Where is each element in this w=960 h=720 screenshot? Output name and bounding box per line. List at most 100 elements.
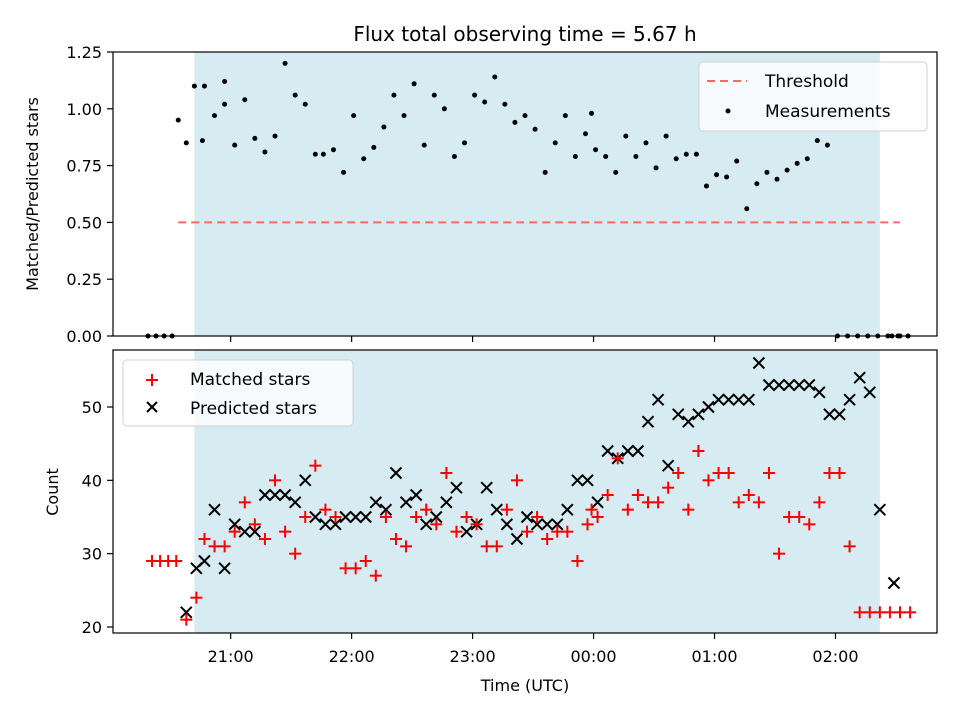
measurement-point xyxy=(542,169,548,175)
bottom-x-tick-label: 23:00 xyxy=(450,647,496,666)
matched-stars-point xyxy=(521,525,534,538)
legend-threshold-label: Threshold xyxy=(764,72,849,92)
matched-stars-point xyxy=(190,591,203,604)
matched-stars-point xyxy=(180,613,193,626)
measurement-point xyxy=(703,183,709,189)
measurement-point xyxy=(330,147,336,153)
predicted-stars-point xyxy=(430,510,443,524)
predicted-stars-point xyxy=(752,356,766,370)
matched-stars-point xyxy=(430,518,443,531)
bottom-x-tick-label: 21:00 xyxy=(208,647,254,666)
matched-stars-point xyxy=(389,533,402,545)
bottom-x-tick-label: 02:00 xyxy=(812,647,858,666)
measurement-point xyxy=(764,169,770,175)
measurement-point xyxy=(222,101,228,107)
predicted-stars-point xyxy=(853,371,866,384)
predicted-stars-point xyxy=(843,393,856,406)
matched-stars-point xyxy=(682,503,695,516)
matched-stars-point xyxy=(561,525,574,538)
top-legend-box xyxy=(698,61,928,132)
matched-stars-point xyxy=(369,569,382,582)
measurement-point xyxy=(175,117,181,123)
measurement-point xyxy=(282,60,288,66)
matched-stars-point xyxy=(500,503,513,516)
bottom-legend-box xyxy=(122,359,354,427)
matched-stars-point xyxy=(359,555,372,567)
matched-stars-point xyxy=(783,511,796,523)
matched-stars-point xyxy=(793,511,806,523)
top-axes-frame xyxy=(112,51,938,337)
matched-stars-point xyxy=(299,511,312,523)
bottom-x-tick-label: 22:00 xyxy=(329,647,375,666)
predicted-stars-point xyxy=(369,496,383,509)
measurement-point xyxy=(381,124,387,130)
predicted-stars-point xyxy=(399,496,413,509)
matched-stars-point xyxy=(641,496,654,509)
predicted-stars-point xyxy=(782,378,796,392)
predicted-stars-point xyxy=(742,393,756,406)
predicted-stars-point xyxy=(672,408,685,421)
measurement-point xyxy=(593,147,599,153)
predicted-stars-point xyxy=(551,518,564,531)
predicted-stars-point xyxy=(329,518,342,531)
measurement-point xyxy=(814,138,820,144)
matched-stars-point xyxy=(309,459,322,472)
predicted-stars-point xyxy=(540,518,554,531)
matched-stars-point xyxy=(450,525,463,538)
predicted-stars-point xyxy=(722,393,735,406)
legend-matched-label: Matched stars xyxy=(190,370,310,390)
predicted-stars-point xyxy=(561,503,574,516)
matched-stars-point xyxy=(813,496,826,509)
matched-stars-point xyxy=(379,511,392,523)
matched-stars-point xyxy=(631,489,644,501)
measurement-point xyxy=(744,206,750,212)
measurement-point xyxy=(693,151,699,157)
predicted-stars-point xyxy=(601,444,614,458)
matched-stars-point xyxy=(571,555,584,567)
measurement-point xyxy=(451,154,457,160)
bottom-y-tick-label: 40 xyxy=(82,471,102,490)
predicted-stars-point xyxy=(887,576,901,590)
matched-stars-point xyxy=(863,606,876,619)
measurement-point xyxy=(653,165,659,171)
measurement-point xyxy=(361,156,367,162)
matched-stars-point xyxy=(440,467,453,479)
bottom-x-tick-label: 00:00 xyxy=(571,647,617,666)
matched-stars-point xyxy=(843,540,856,553)
measurement-point xyxy=(502,101,508,107)
predicted-stars-point xyxy=(692,408,705,421)
top-y-tick-label: 0.00 xyxy=(66,327,102,346)
measurement-point xyxy=(492,74,498,80)
measurement-point xyxy=(613,169,619,175)
matched-stars-point xyxy=(591,511,604,523)
measurement-point xyxy=(472,92,478,98)
predicted-stars-point xyxy=(621,444,635,458)
bottom-x-axis-label: Time (UTC) xyxy=(480,676,569,695)
top-y-axis-label: Matched/Predicted stars xyxy=(23,97,42,291)
predicted-stars-point xyxy=(641,415,655,428)
measurement-point xyxy=(794,160,800,166)
matched-stars-point xyxy=(349,562,362,575)
measurement-point xyxy=(824,142,830,148)
matched-stars-point xyxy=(621,503,634,516)
predicted-stars-point xyxy=(460,525,473,538)
bottom-y-tick-label: 30 xyxy=(82,545,102,564)
measurement-point xyxy=(603,154,609,160)
predicted-stars-point xyxy=(218,562,231,575)
matched-stars-point xyxy=(289,547,302,560)
legend-predicted-label: Predicted stars xyxy=(190,399,317,419)
matched-stars-point xyxy=(702,474,715,487)
matched-stars-point xyxy=(692,445,705,457)
measurement-point xyxy=(252,135,258,141)
matched-stars-point xyxy=(470,518,483,531)
bottom-y-tick-label: 20 xyxy=(82,618,102,637)
matched-stars-point xyxy=(400,540,413,553)
matched-stars-point xyxy=(551,525,564,538)
matched-stars-point xyxy=(762,467,775,479)
predicted-stars-point xyxy=(772,378,786,392)
top-y-tick-label: 1.00 xyxy=(66,100,102,119)
predicted-stars-point xyxy=(180,606,193,619)
measurement-point xyxy=(292,92,298,98)
predicted-stars-point xyxy=(863,386,876,399)
measurement-point xyxy=(201,83,207,89)
